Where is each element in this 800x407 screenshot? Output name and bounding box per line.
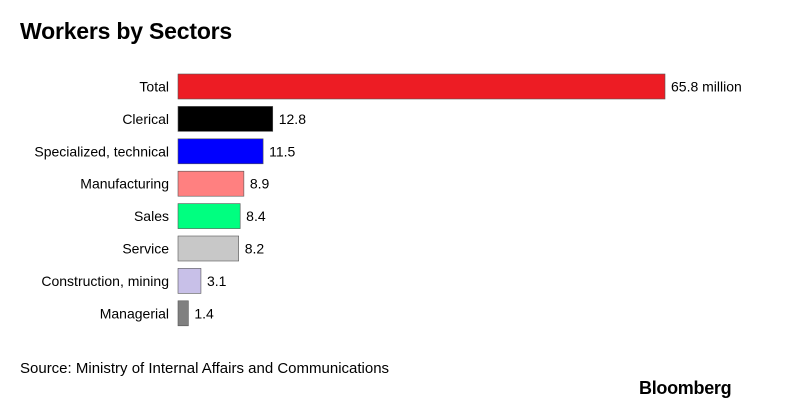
bar-construction-mining [177, 268, 202, 294]
value-label-clerical: 12.8 [279, 111, 306, 127]
category-label-sales: Sales [134, 208, 169, 224]
bar-manufacturing [177, 170, 245, 197]
bar-specialized-technical [177, 138, 264, 165]
chart-title: Workers by Sectors [20, 18, 233, 44]
value-label-sales: 8.4 [246, 208, 266, 224]
bar-group: Total 65.8 million Clerical 12.8 Specialized… [34, 73, 742, 327]
category-label-manufacturing: Manufacturing [80, 176, 169, 192]
category-label-clerical: Clerical [122, 111, 169, 127]
category-label-construction-mining: Construction, mining [41, 273, 169, 289]
source-note: Source: Ministry of Internal Affairs and… [20, 360, 390, 377]
value-label-manufacturing: 8.9 [250, 176, 270, 192]
value-label-construction-mining: 3.1 [207, 273, 227, 289]
bar-clerical [177, 106, 274, 132]
category-label-total: Total [139, 79, 169, 95]
bar-managerial [177, 300, 189, 327]
category-label-managerial: Managerial [100, 305, 169, 321]
bloomberg-logo: Bloomberg [639, 378, 732, 398]
value-label-service: 8.2 [245, 241, 265, 257]
value-label-managerial: 1.4 [194, 305, 214, 321]
bar-total [177, 73, 666, 100]
value-label-total: 65.8 million [671, 79, 742, 95]
category-label-service: Service [122, 241, 169, 257]
bar-service [177, 235, 239, 262]
category-label-specialized-technical: Specialized, technical [34, 143, 169, 159]
bar-sales [177, 203, 241, 229]
value-label-specialized-technical: 11.5 [269, 143, 295, 159]
